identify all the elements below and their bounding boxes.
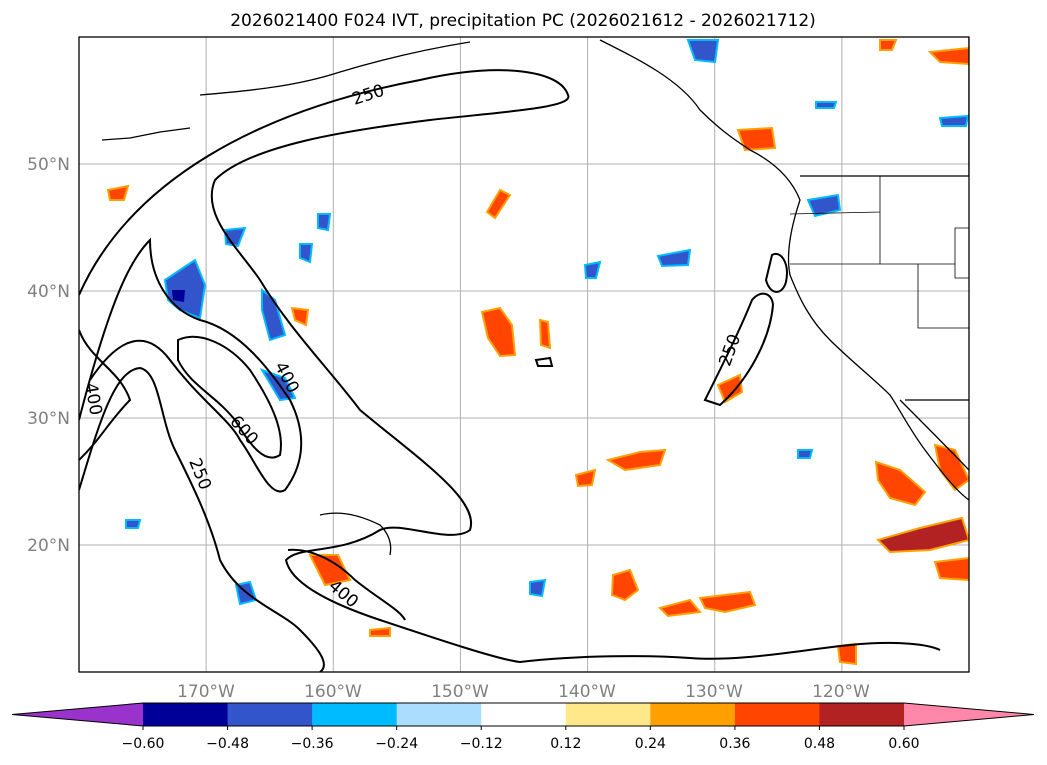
lat-label: 40°N	[27, 282, 70, 302]
colorbar-segment	[565, 703, 651, 726]
map-panel: 250 400 600 400 250 400 250	[78, 36, 970, 673]
precip-patch	[698, 590, 757, 614]
colorbar-tick-label: −0.48	[206, 736, 249, 752]
precip-patch	[610, 568, 640, 602]
precip-patch	[933, 556, 969, 582]
colorbar-tick-label: 0.12	[550, 736, 581, 752]
colorbar-segment	[650, 703, 736, 726]
precip-patch	[927, 46, 969, 66]
precip-patch	[317, 213, 332, 232]
precip-patch	[933, 443, 969, 492]
colorbar-tick-label: −0.60	[122, 736, 165, 752]
precip-patch	[686, 39, 720, 64]
map-background	[79, 37, 969, 672]
precip-patch	[815, 101, 838, 109]
precip-patch	[299, 243, 314, 264]
colorbar-segment	[143, 703, 229, 726]
precip-patch	[172, 290, 185, 302]
precip-patch	[716, 373, 744, 404]
ivt-contour-250-outer	[79, 69, 941, 664]
precip-patch	[529, 578, 547, 598]
coastline-baja	[899, 399, 969, 471]
ivt-contour-250-east	[703, 292, 775, 407]
precip-patch	[736, 126, 777, 152]
map-frame	[78, 36, 970, 673]
coastline-aleutians-west	[101, 127, 191, 141]
coastline-hawaii	[319, 512, 392, 556]
precip-patch	[876, 516, 969, 554]
state-borders	[789, 176, 969, 329]
lon-label: 170°W	[177, 682, 235, 702]
coastline-north-america	[599, 39, 969, 501]
precip-patch	[485, 188, 512, 220]
coastlines	[101, 37, 969, 556]
colorbar-segment	[734, 703, 820, 726]
ivt-contour-400-inner	[79, 237, 303, 493]
colorbar-tick-label: −0.36	[291, 736, 334, 752]
precip-patch	[480, 306, 517, 358]
state-border	[917, 264, 969, 329]
precip-patch	[290, 306, 310, 327]
colorbar-segment	[819, 703, 905, 726]
colorbar-tick-label: 0.36	[719, 736, 750, 752]
precip-patch	[583, 260, 602, 279]
ivt-contour-400-south	[287, 548, 406, 621]
precip-negative-patches	[125, 39, 969, 606]
lat-label: 20°N	[27, 536, 70, 556]
latitude-labels: 50°N 40°N 30°N 20°N	[27, 155, 70, 556]
ivt-contour-small	[534, 356, 554, 367]
precip-patch	[806, 193, 842, 218]
precip-patch	[605, 448, 667, 472]
colorbar-tick-label: −0.24	[375, 736, 418, 752]
precip-patch	[369, 626, 391, 637]
ivt-contours	[79, 69, 941, 672]
colorbar-extend-max	[904, 703, 1034, 726]
precip-patch	[538, 318, 552, 350]
colorbar-tick-label: 0.60	[888, 736, 919, 752]
precip-patch	[874, 460, 927, 507]
precip-patch	[797, 449, 814, 459]
precip-patch	[879, 39, 898, 51]
colorbar-extend-min	[12, 703, 143, 726]
longitude-labels: 170°W 160°W 150°W 140°W 130°W 120°W	[177, 682, 870, 702]
colorbar-segment	[312, 703, 398, 726]
ivt-contour-400-left	[79, 329, 132, 461]
state-border	[954, 227, 969, 279]
lon-label: 120°W	[812, 682, 870, 702]
lon-label: 140°W	[558, 682, 616, 702]
ivt-contour-250-east-small	[764, 252, 788, 293]
colorbar-tick-label: 0.24	[635, 736, 666, 752]
colorbar-segment	[396, 703, 482, 726]
coastline-aleutians	[199, 41, 471, 96]
colorbar-segment	[481, 703, 567, 726]
precip-patch	[308, 554, 352, 587]
precip-patch	[574, 468, 597, 488]
colorbar-tick-label: 0.48	[804, 736, 835, 752]
colorbar-segment	[227, 703, 313, 726]
precip-patch	[125, 519, 142, 529]
lat-label: 50°N	[27, 155, 70, 175]
precip-patch	[656, 248, 692, 268]
lon-label: 130°W	[685, 682, 743, 702]
ivt-contour-600	[177, 335, 282, 459]
colorbar: −0.60 −0.48 −0.36 −0.24 −0.12 0.12 0.24 0.36 0.4…	[11, 702, 1035, 752]
precip-patch	[163, 258, 207, 320]
colorbar-tick-label: −0.12	[460, 736, 503, 752]
gridlines	[79, 37, 969, 672]
precip-positive-patches	[106, 39, 969, 666]
ivt-contour-250-inner	[79, 366, 325, 672]
precip-patch	[106, 184, 130, 201]
precip-patch	[658, 598, 702, 618]
lon-label: 160°W	[304, 682, 362, 702]
chart-title: 2026021400 F024 IVT, precipitation PC (2…	[230, 11, 816, 31]
lat-label: 30°N	[27, 409, 70, 429]
lon-label: 150°W	[431, 682, 489, 702]
precip-patch	[938, 114, 969, 127]
